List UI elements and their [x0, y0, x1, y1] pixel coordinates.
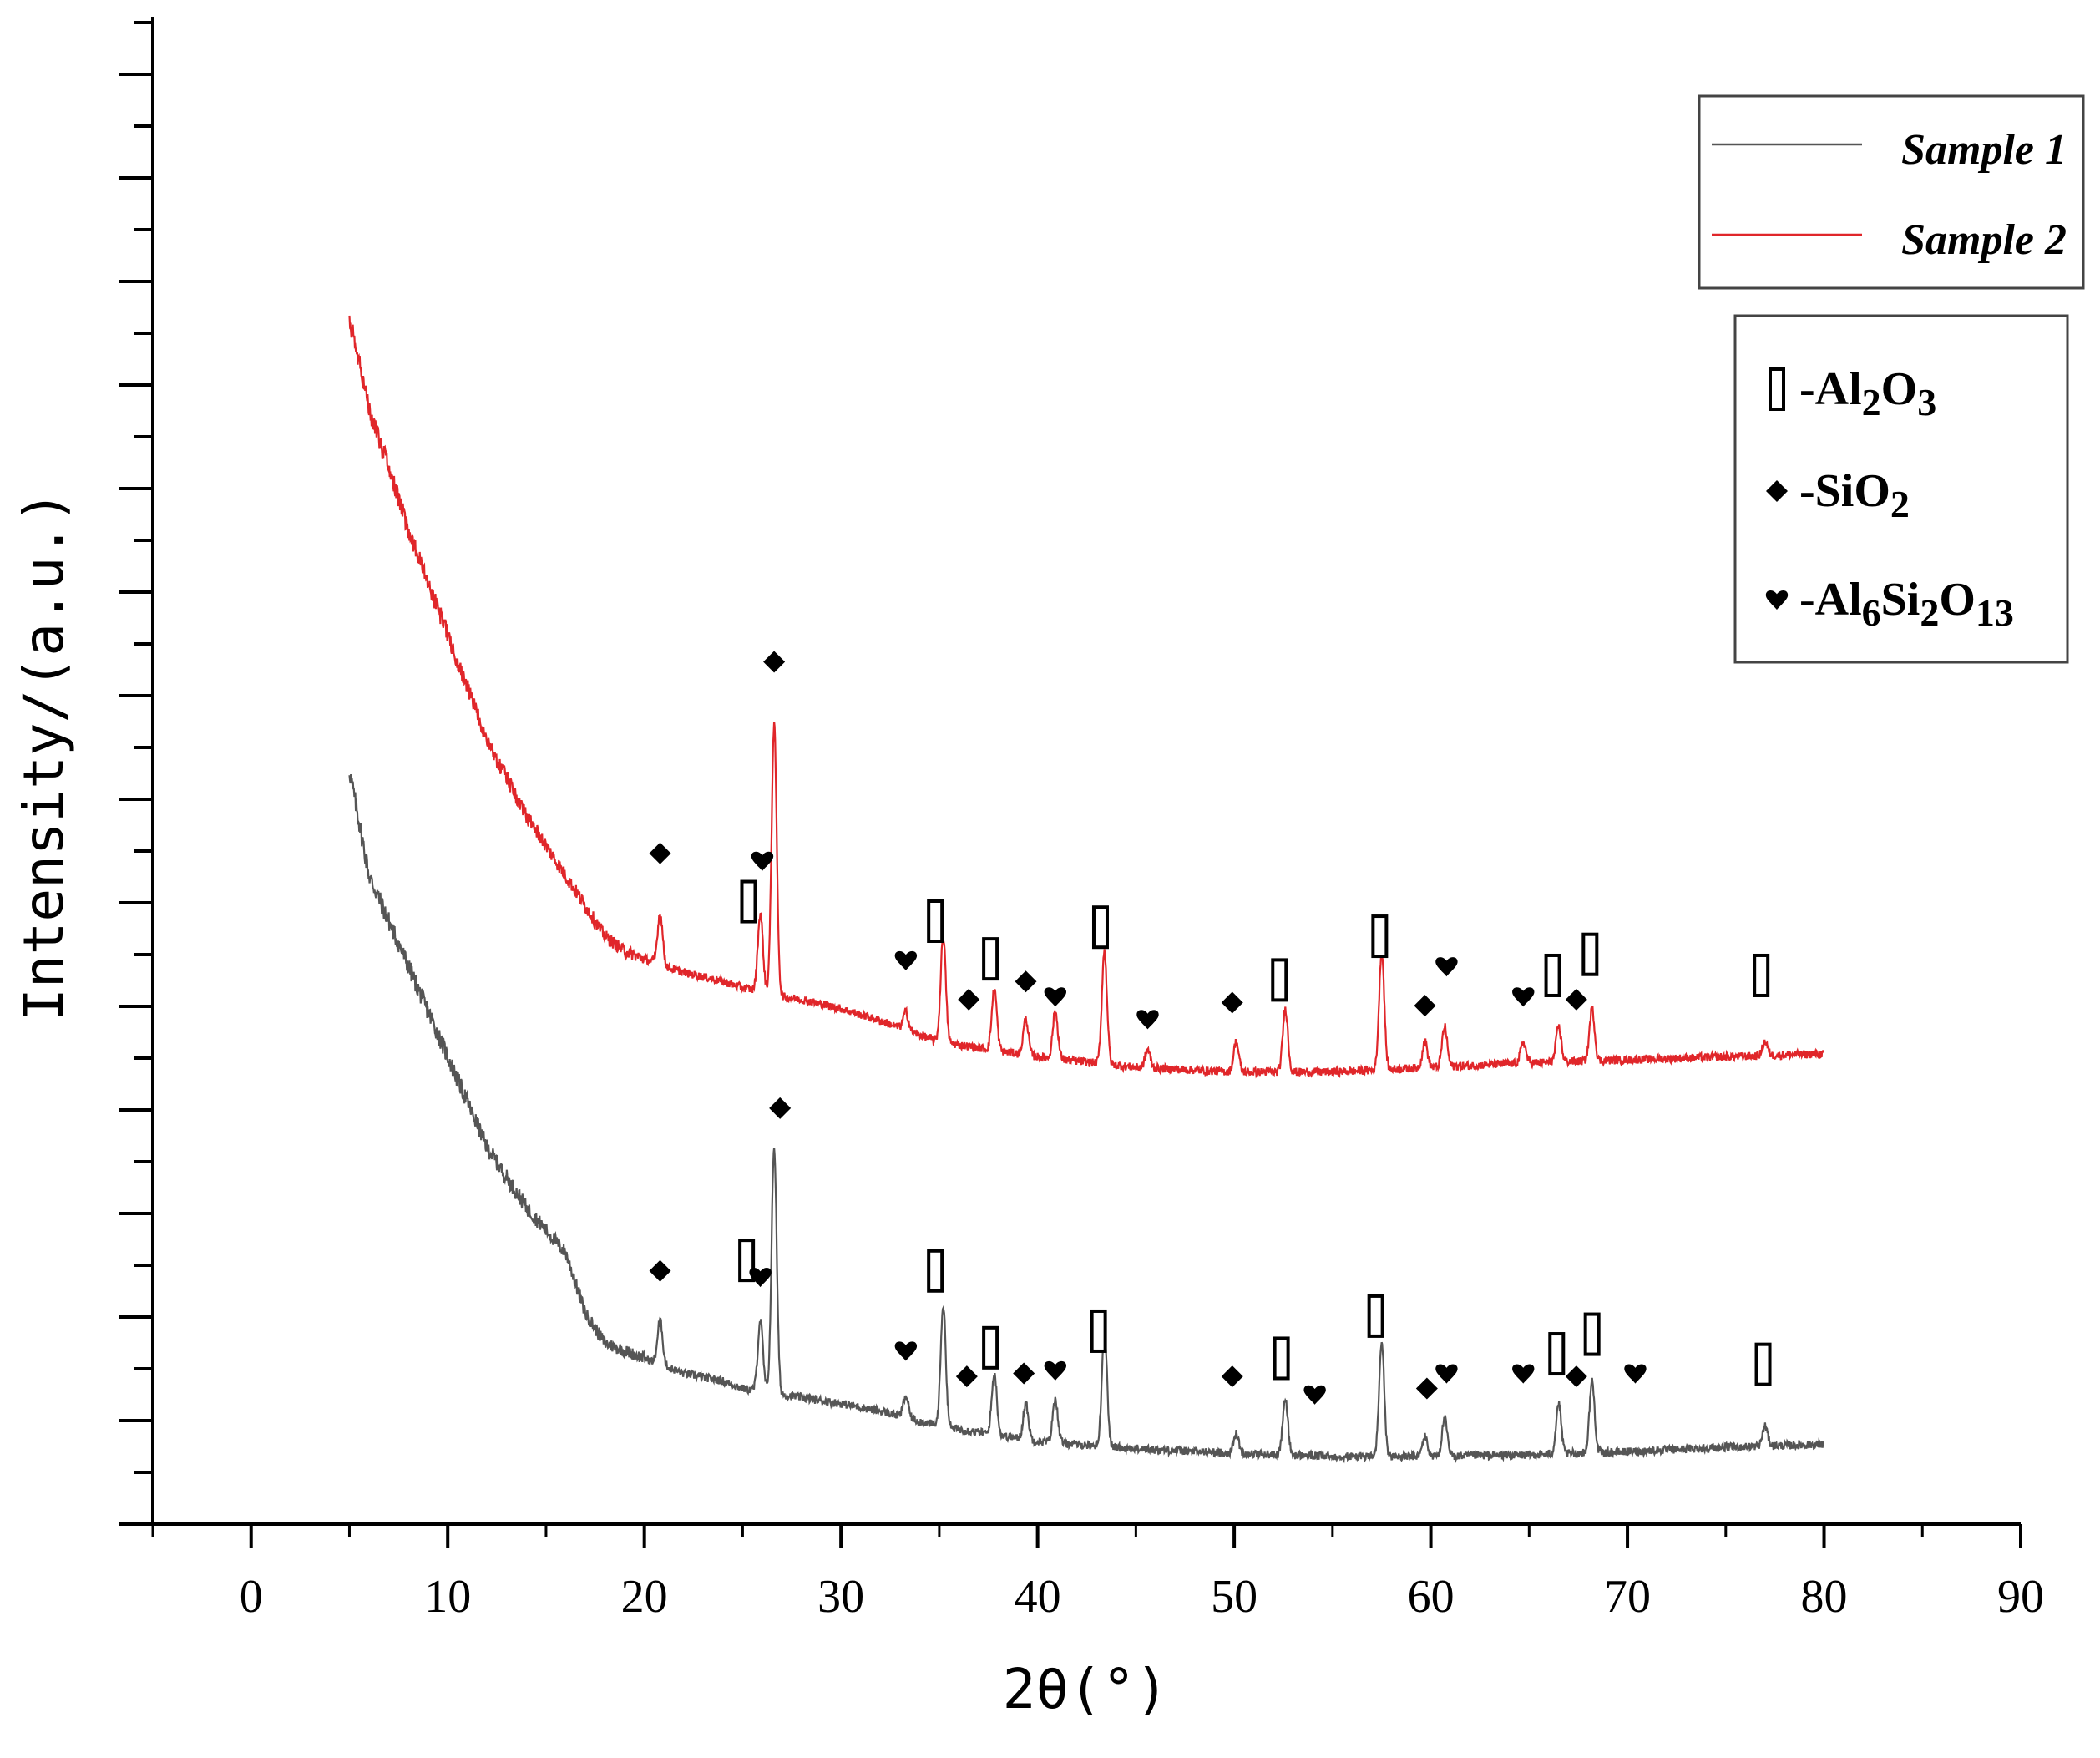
axes: 0 10 20 30 40 50 60 70 80 90: [119, 17, 2044, 1623]
diamond-marker: [1015, 970, 1037, 993]
rect-marker: [1091, 905, 1109, 950]
x-tick-label: 20: [621, 1571, 668, 1623]
series-line-1: [348, 774, 1824, 1464]
rect-marker: [927, 899, 944, 943]
heart-marker: [751, 851, 774, 871]
heart-marker: [894, 950, 918, 971]
heart-marker: [1435, 957, 1458, 977]
heart-marker: [1512, 987, 1535, 1007]
rect-marker: [1367, 1294, 1384, 1338]
phase-key-label-1: -Al2O3: [1799, 363, 1936, 423]
x-tick-label: 0: [240, 1571, 263, 1623]
legend: Sample 1 Sample 2: [1698, 94, 2085, 290]
rect-marker: [1273, 1336, 1290, 1381]
diamond-marker: [955, 1365, 978, 1388]
phase-key-label-3: -Al6Si2O13: [1799, 574, 2014, 634]
y-axis-label: Intensity/(a.u.): [12, 490, 76, 1021]
rect-marker: [740, 879, 757, 924]
heart-marker: [749, 1267, 772, 1288]
heart-marker: [1044, 1360, 1067, 1381]
phase-key-box: [1733, 314, 2069, 664]
rect-marker: [982, 937, 999, 981]
heart-marker: [1044, 987, 1067, 1007]
x-tick-label: 60: [1408, 1571, 1455, 1623]
rect-marker: [982, 1325, 999, 1370]
heart-marker: [1435, 1364, 1458, 1384]
phase-key: -Al2O3 -SiO2 -Al6Si2O13: [1733, 314, 2069, 664]
rect-marker: [1544, 953, 1561, 997]
rect-marker: [1371, 914, 1389, 959]
legend-label-2: Sample 2: [1901, 216, 2067, 264]
rect-marker: [1583, 1312, 1601, 1356]
diamond-marker: [1766, 480, 1788, 502]
x-tick-label: 70: [1604, 1571, 1651, 1623]
rect-marker: [927, 1249, 944, 1293]
heart-marker: [1624, 1364, 1647, 1384]
legend-label-1: Sample 1: [1901, 126, 2067, 174]
heart-marker: [1512, 1364, 1535, 1384]
rect-marker: [1581, 932, 1599, 976]
diamond-marker: [1221, 1365, 1243, 1388]
diamond-marker: [1414, 995, 1436, 1017]
heart-marker: [1303, 1385, 1326, 1405]
phase-key-label-2: -SiO2: [1799, 465, 1910, 525]
diamond-marker: [1415, 1377, 1438, 1400]
phase-markers: [649, 651, 1772, 1405]
heart-marker: [1765, 590, 1789, 610]
x-tick-label: 90: [1997, 1571, 2044, 1623]
legend-box: [1698, 94, 2085, 290]
x-tick-label: 10: [424, 1571, 471, 1623]
rect-marker: [1754, 1342, 1772, 1386]
diamond-marker: [649, 842, 671, 864]
diamond-marker: [958, 988, 980, 1011]
diamond-marker: [1565, 1365, 1587, 1388]
rect-marker: [1769, 367, 1785, 411]
diamond-marker: [1013, 1362, 1035, 1385]
diamond-marker: [1565, 988, 1587, 1011]
rect-marker: [1548, 1332, 1566, 1376]
heart-marker: [894, 1341, 918, 1361]
x-tick-label: 80: [1801, 1571, 1848, 1623]
diamond-marker: [1221, 991, 1243, 1014]
rect-marker: [1271, 958, 1288, 1002]
x-tick-label: 50: [1211, 1571, 1257, 1623]
heart-marker: [1136, 1010, 1159, 1030]
series-group: [348, 315, 1824, 1464]
diamond-marker: [649, 1259, 671, 1282]
rect-marker: [1090, 1309, 1107, 1353]
rect-marker: [1753, 953, 1770, 997]
series-line-2: [348, 315, 1824, 1079]
x-axis-label: 2θ(°): [1003, 1657, 1169, 1721]
diamond-marker: [763, 651, 786, 673]
diamond-marker: [769, 1097, 792, 1119]
x-tick-label: 30: [817, 1571, 864, 1623]
x-tick-label: 40: [1015, 1571, 1061, 1623]
